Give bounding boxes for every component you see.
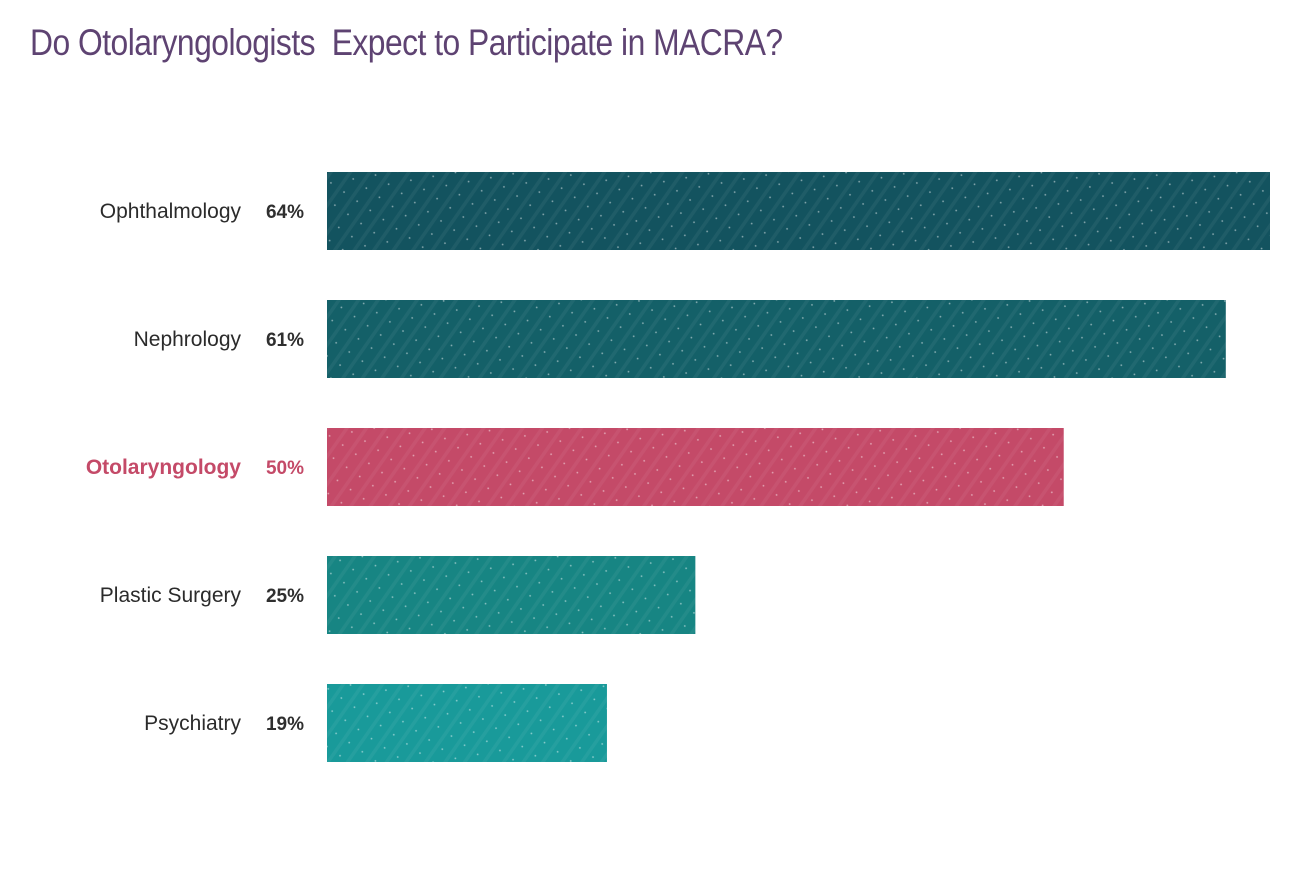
- value-label-ophthalmology: 64%: [266, 202, 304, 223]
- bar-row-otolaryngology: Otolaryngology 50%: [86, 428, 1064, 506]
- bar-texture-psychiatry: [327, 684, 607, 762]
- chart-title: Do Otolaryngologists Expect to Participa…: [30, 22, 783, 63]
- bar-texture-ophthalmology: [327, 172, 1270, 250]
- value-label-plastic-surgery: 25%: [266, 586, 304, 607]
- category-label-otolaryngology: Otolaryngology: [86, 456, 241, 479]
- category-label-psychiatry: Psychiatry: [144, 712, 241, 735]
- category-label-ophthalmology: Ophthalmology: [100, 200, 242, 223]
- value-label-otolaryngology: 50%: [266, 458, 304, 479]
- category-label-nephrology: Nephrology: [134, 328, 242, 351]
- bar-row-ophthalmology: Ophthalmology 64%: [100, 172, 1270, 250]
- bar-texture-nephrology: [327, 300, 1226, 378]
- bar-row-psychiatry: Psychiatry 19%: [144, 684, 607, 762]
- bar-row-plastic-surgery: Plastic Surgery 25%: [100, 556, 696, 634]
- value-label-nephrology: 61%: [266, 330, 304, 351]
- bar-texture-otolaryngology: [327, 428, 1064, 506]
- bar-row-nephrology: Nephrology 61%: [134, 300, 1226, 378]
- value-label-psychiatry: 19%: [266, 714, 304, 735]
- category-label-plastic-surgery: Plastic Surgery: [100, 584, 242, 607]
- bar-texture-plastic-surgery: [327, 556, 696, 634]
